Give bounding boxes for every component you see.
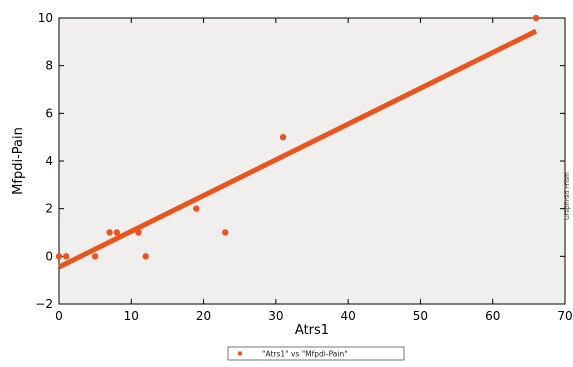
y-tick-label: 4 bbox=[45, 154, 53, 168]
x-tick-label: 60 bbox=[485, 309, 500, 323]
legend: "Atrs1" vs "Mfpdi-Pain" bbox=[227, 346, 405, 361]
y-axis-ticks: −2 0 2 4 6 8 10 bbox=[35, 11, 565, 311]
legend-marker bbox=[237, 351, 243, 356]
data-point bbox=[55, 253, 63, 260]
x-tick-label: 30 bbox=[268, 309, 283, 323]
data-point bbox=[279, 133, 287, 141]
data-point bbox=[532, 14, 540, 22]
data-point bbox=[222, 229, 229, 236]
x-tick-label: 20 bbox=[196, 309, 211, 323]
y-tick-label: −2 bbox=[35, 297, 53, 311]
legend-label: "Atrs1" vs "Mfpdi-Pain" bbox=[262, 350, 348, 359]
data-point bbox=[106, 229, 113, 236]
x-tick-label: 40 bbox=[341, 309, 356, 323]
y-tick-label: 2 bbox=[45, 202, 53, 216]
data-point bbox=[135, 229, 142, 236]
y-tick-label: 6 bbox=[45, 106, 53, 120]
x-axis-label: Atrs1 bbox=[295, 323, 329, 338]
x-tick-label: 50 bbox=[413, 309, 428, 323]
y-tick-label: 8 bbox=[45, 59, 53, 73]
data-points bbox=[55, 14, 540, 260]
plot-area bbox=[58, 17, 566, 305]
y-tick-label: 10 bbox=[38, 11, 53, 25]
y-axis-label: Mfpdi-Pain bbox=[11, 127, 26, 195]
data-point bbox=[193, 205, 200, 212]
data-point bbox=[142, 253, 149, 260]
regression-line-group bbox=[57, 28, 538, 270]
regression-line bbox=[57, 28, 538, 270]
x-tick-label: 10 bbox=[124, 309, 139, 323]
legend-box bbox=[227, 346, 405, 361]
y-tick-label: 0 bbox=[45, 249, 53, 263]
side-annotation: GraphPad Prism bbox=[564, 172, 571, 220]
data-point bbox=[91, 253, 99, 260]
x-axis-ticks: 0 10 20 30 40 50 60 70 bbox=[55, 18, 573, 323]
data-point bbox=[63, 253, 70, 260]
data-point bbox=[113, 229, 121, 236]
x-tick-label: 70 bbox=[557, 309, 572, 323]
x-tick-label: 0 bbox=[55, 309, 63, 323]
